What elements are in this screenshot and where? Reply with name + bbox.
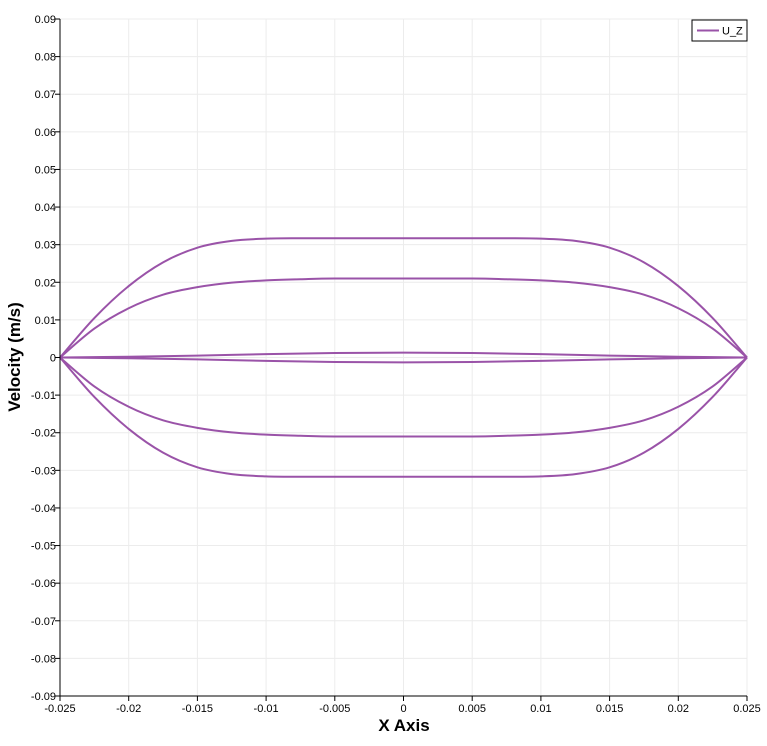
y-tick-label: 0.07: [35, 89, 56, 101]
x-axis-title: X Axis: [378, 716, 429, 735]
y-tick-label: 0.05: [35, 164, 56, 176]
y-tick-label: -0.07: [31, 616, 56, 628]
x-tick-label: 0.015: [596, 703, 624, 715]
series-line: [59, 356, 748, 438]
series-line: [59, 356, 748, 478]
y-tick-label: -0.09: [31, 691, 56, 703]
y-tick-label: 0.09: [35, 14, 56, 26]
grid: [59, 18, 748, 697]
x-tick-label: -0.01: [254, 703, 279, 715]
x-tick-label: 0.02: [668, 703, 689, 715]
series-line: [59, 277, 748, 359]
y-tick-label: -0.04: [31, 503, 56, 515]
x-tick-label: 0.005: [458, 703, 486, 715]
y-tick-label: 0.01: [35, 315, 56, 327]
x-tick-label: 0: [400, 703, 406, 715]
y-tick-label: -0.01: [31, 390, 56, 402]
y-tick-label: -0.06: [31, 578, 56, 590]
series-layer: [59, 237, 748, 478]
y-tick-label: 0.03: [35, 240, 56, 252]
series-line: [59, 237, 748, 359]
y-tick-label: -0.03: [31, 465, 56, 477]
series-line: [59, 356, 748, 364]
y-axis-title: Velocity (m/s): [5, 302, 24, 412]
series-line: [59, 351, 748, 359]
y-tick-label: 0: [50, 353, 56, 365]
y-tick-label: -0.02: [31, 428, 56, 440]
legend-label: U_Z: [722, 26, 743, 38]
x-tick-label: -0.025: [44, 703, 75, 715]
x-tick-label: -0.02: [116, 703, 141, 715]
y-tick-label: -0.08: [31, 653, 56, 665]
x-tick-label: 0.01: [530, 703, 551, 715]
x-tick-label: -0.005: [319, 703, 350, 715]
y-tick-label: 0.04: [35, 202, 56, 214]
y-tick-label: 0.08: [35, 52, 56, 64]
y-tick-label: -0.05: [31, 541, 56, 553]
x-tick-label: -0.015: [182, 703, 213, 715]
y-tick-label: 0.06: [35, 127, 56, 139]
legend-box: [691, 19, 748, 42]
x-tick-label: 0.025: [733, 703, 761, 715]
legend: U_Z: [691, 19, 748, 42]
axes: [55, 18, 748, 701]
y-tick-label: 0.02: [35, 277, 56, 289]
tick-labels: -0.025 -0.02 -0.015 -0.01 -0.005 0 0.005 0.01 0.…: [31, 14, 761, 715]
